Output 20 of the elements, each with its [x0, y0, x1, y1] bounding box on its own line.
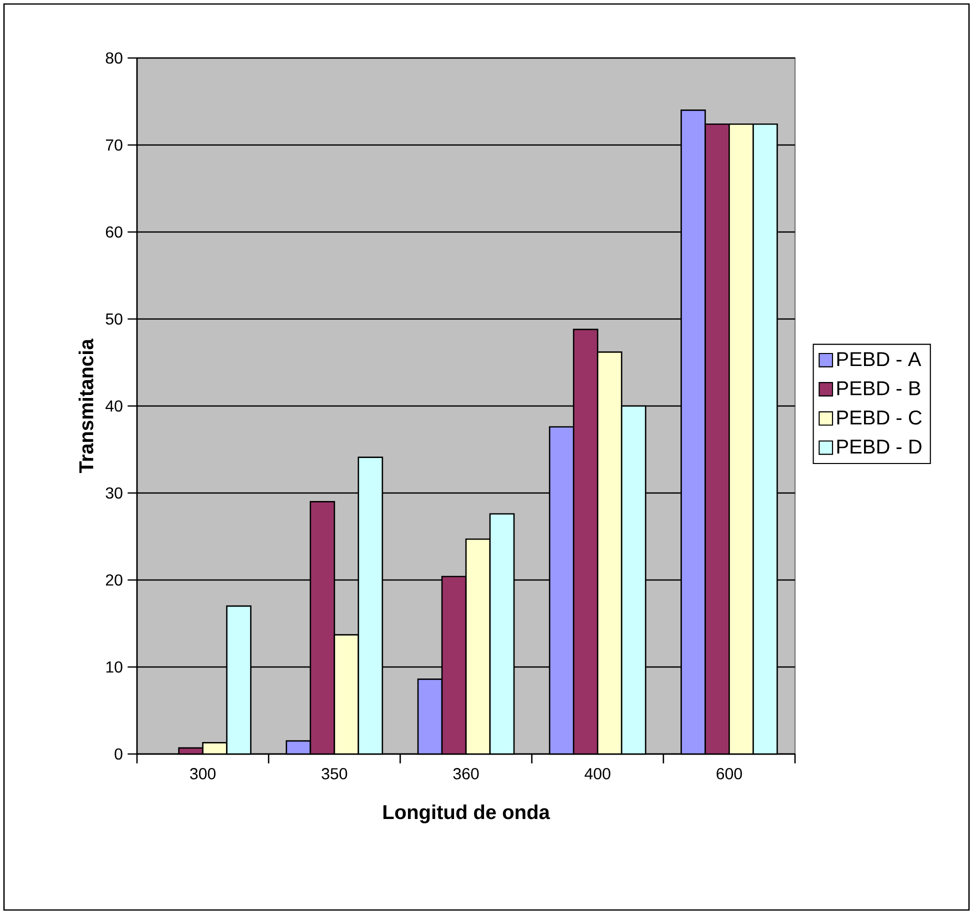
legend-label: PEBD - A	[837, 352, 922, 366]
legend-label: PEBD - C	[837, 410, 922, 425]
y-tick-label: 70	[106, 139, 122, 151]
y-axis-title: Transmitancia	[78, 338, 94, 474]
legend-label: PEBD - B	[837, 381, 920, 396]
y-tick-label: 10	[106, 661, 122, 673]
x-tick-label: 350	[322, 768, 348, 780]
y-tick-label: 0	[114, 748, 122, 760]
y-tick-label: 20	[106, 574, 122, 586]
legend-label: PEBD - D	[837, 440, 922, 454]
y-tick-label: 80	[106, 52, 122, 64]
y-tick-label: 30	[106, 487, 122, 499]
x-tick-label: 360	[453, 768, 479, 780]
x-axis-title: Longitud de onda	[383, 804, 550, 824]
x-tick-label: 400	[584, 768, 610, 780]
y-tick-label: 40	[106, 400, 122, 412]
y-tick-label: 60	[106, 226, 122, 238]
y-tick-label: 50	[106, 313, 122, 325]
x-tick-label: 300	[190, 768, 216, 780]
x-tick-label: 600	[716, 768, 742, 780]
